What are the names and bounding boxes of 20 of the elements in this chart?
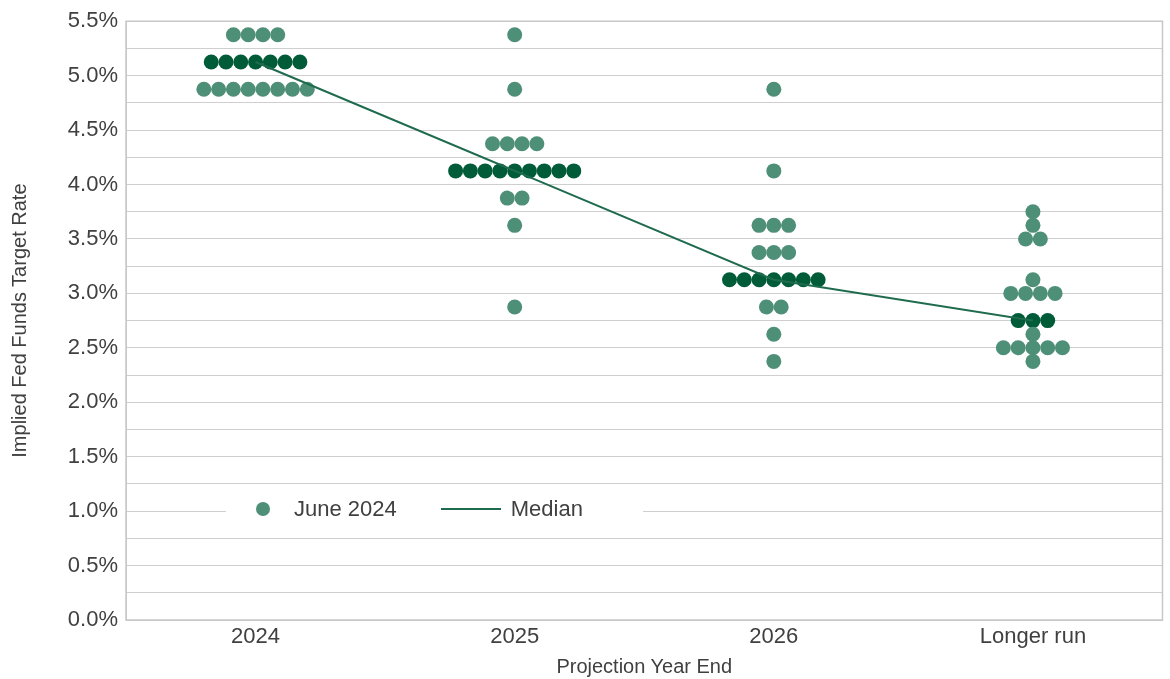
y-tick-label: 1.0% (67, 497, 118, 523)
y-tick-label: 5.0% (67, 61, 118, 87)
legend-label: Median (510, 496, 583, 523)
x-tick-label: 2025 (490, 623, 540, 649)
legend-label: June 2024 (294, 496, 397, 523)
x-tick-label: 2024 (231, 623, 281, 649)
y-tick-label: 1.5% (67, 442, 118, 468)
y-tick-label: 4.0% (67, 170, 118, 196)
y-tick-label: 3.0% (67, 279, 118, 305)
y-axis-title: Implied Fed Funds Target Rate (7, 183, 30, 458)
y-tick-label: 0.0% (67, 606, 118, 632)
x-tick-label: Longer run (979, 623, 1087, 649)
y-tick-label: 2.0% (67, 388, 118, 414)
y-tick-label: 2.5% (67, 333, 118, 359)
x-axis-title: Projection Year End (556, 654, 733, 677)
y-tick-label: 4.5% (67, 116, 118, 142)
y-tick-label: 5.5% (67, 7, 118, 33)
x-tick-label: 2026 (749, 623, 799, 649)
y-tick-label: 0.5% (67, 551, 118, 577)
y-tick-label: 3.5% (67, 225, 118, 251)
